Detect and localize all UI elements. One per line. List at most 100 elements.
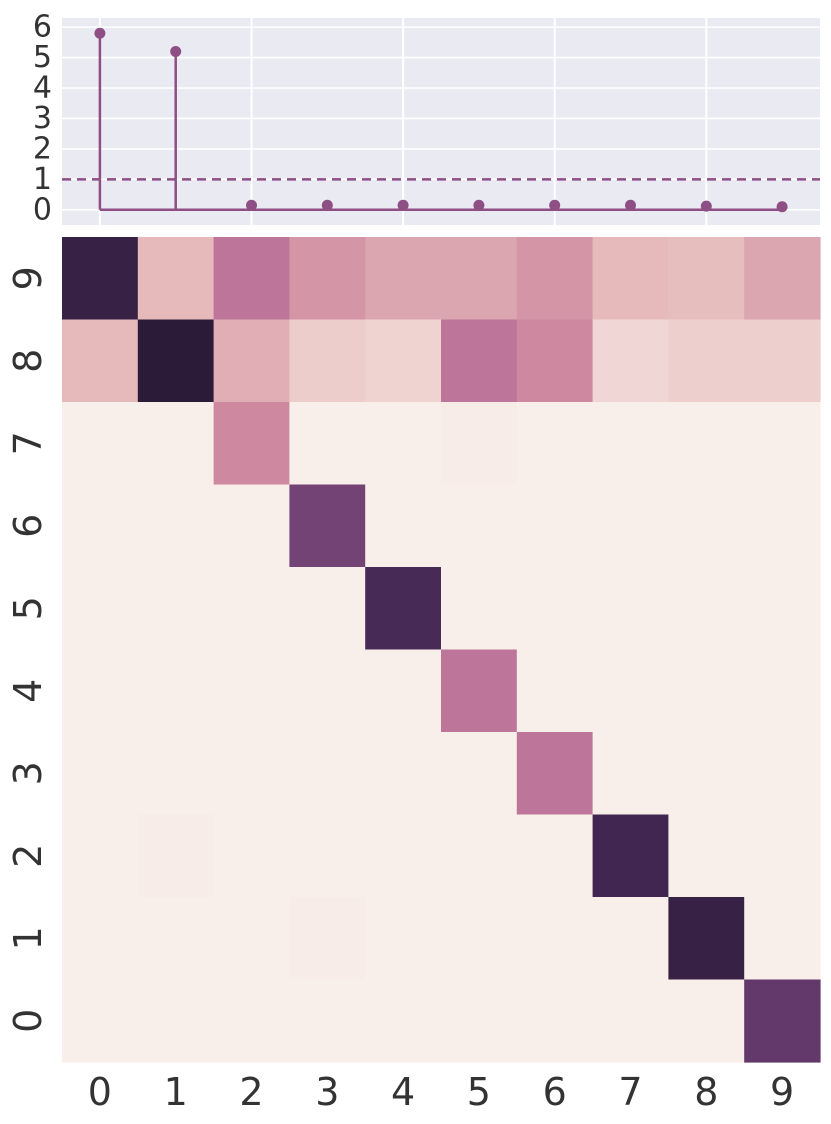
heatmap-cell <box>744 814 821 898</box>
heatmap-cell <box>289 319 366 403</box>
heatmap-ytick-label: 6 <box>6 514 50 538</box>
heatmap-xtick-label: 5 <box>467 1070 491 1114</box>
heatmap-cell <box>213 649 290 733</box>
heatmap-cell <box>289 237 366 321</box>
heatmap-cell <box>744 897 821 981</box>
heatmap-cell <box>441 319 518 403</box>
heatmap-cell <box>365 567 442 651</box>
heatmap-ytick-label: 7 <box>6 431 50 455</box>
heatmap-cell <box>365 484 442 568</box>
stem-plot-background <box>62 18 820 225</box>
heatmap-cell <box>441 649 518 733</box>
heatmap-cell <box>62 897 139 981</box>
stem-ytick-label: 2 <box>33 131 52 166</box>
heatmap-cell <box>441 732 518 816</box>
heatmap-cell <box>213 979 290 1063</box>
heatmap-ytick-label: 9 <box>6 266 50 290</box>
stem-marker <box>397 199 409 211</box>
heatmap-cell <box>62 484 139 568</box>
heatmap-cell <box>516 237 594 321</box>
heatmap-cell <box>668 897 745 981</box>
stem-marker <box>94 27 106 39</box>
heatmap-xtick-label: 0 <box>88 1070 112 1114</box>
heatmap-cell <box>516 484 594 568</box>
stem-marker <box>321 199 333 211</box>
heatmap-ytick-label: 0 <box>6 1009 50 1033</box>
heatmap-cell <box>744 732 821 816</box>
heatmap-xtick-label: 2 <box>239 1070 263 1114</box>
heatmap-cell <box>213 567 290 651</box>
heatmap-cell <box>592 897 669 981</box>
heatmap-cell <box>592 237 669 321</box>
heatmap-ytick-label: 4 <box>6 679 50 703</box>
heatmap-cell <box>592 319 669 403</box>
stem-marker <box>246 199 257 211</box>
heatmap-cell <box>441 567 518 651</box>
heatmap-cell <box>744 319 821 403</box>
heatmap-cell <box>441 979 518 1063</box>
stem-ytick-label: 4 <box>33 71 52 106</box>
heatmap-cell <box>289 484 366 568</box>
heatmap-cell <box>668 732 745 816</box>
heatmap-cell <box>62 237 139 321</box>
heatmap-cell <box>592 979 669 1063</box>
heatmap-cell <box>744 649 821 733</box>
heatmap-cell <box>213 732 290 816</box>
heatmap-cell <box>668 237 745 321</box>
heatmap-cell <box>744 402 821 486</box>
heatmap-cell <box>62 402 139 486</box>
stem-ytick-label: 0 <box>33 192 52 227</box>
heatmap-cell <box>289 732 366 816</box>
heatmap-cell <box>213 897 290 981</box>
heatmap-cell <box>289 649 366 733</box>
heatmap-cell <box>365 402 442 486</box>
heatmap-cell <box>592 567 669 651</box>
stem-marker <box>776 201 788 213</box>
heatmap-cell <box>137 484 215 568</box>
heatmap-cell <box>516 732 594 816</box>
heatmap-cell <box>365 897 442 981</box>
heatmap-cell <box>137 567 215 651</box>
heatmap-cell <box>516 979 594 1063</box>
heatmap-cell <box>516 814 594 898</box>
heatmap-cell <box>365 319 442 403</box>
heatmap-xtick-label: 3 <box>315 1070 339 1114</box>
heatmap-cell <box>62 567 139 651</box>
stem-ytick-label: 3 <box>33 101 52 136</box>
heatmap-cell <box>137 979 215 1063</box>
heatmap-cell <box>137 732 215 816</box>
heatmap-cell <box>516 567 594 651</box>
heatmap-cell <box>213 319 290 403</box>
heatmap-cell <box>62 814 139 898</box>
heatmap-cell <box>289 567 366 651</box>
heatmap-ytick-label: 2 <box>6 844 50 868</box>
heatmap-cell <box>213 402 290 486</box>
heatmap-cell <box>441 814 518 898</box>
heatmap-cell <box>137 897 215 981</box>
heatmap-cell <box>668 484 745 568</box>
stem-marker <box>549 199 561 211</box>
heatmap-cell <box>668 649 745 733</box>
heatmap-cell <box>516 649 594 733</box>
heatmap-cell <box>62 732 139 816</box>
heatmap-ytick-label: 1 <box>6 926 50 950</box>
heatmap-xtick-label: 8 <box>694 1070 718 1114</box>
heatmap-cell <box>213 814 290 898</box>
heatmap-ytick-label: 8 <box>6 349 50 373</box>
heatmap-cell <box>592 649 669 733</box>
heatmap-cell <box>137 814 215 898</box>
stem-ytick-label: 1 <box>33 162 52 197</box>
heatmap-cell <box>516 319 594 403</box>
heatmap-cell <box>592 814 669 898</box>
heatmap-cell <box>516 402 594 486</box>
heatmap-cell <box>365 814 442 898</box>
heatmap-cell <box>62 319 139 403</box>
heatmap-cell <box>744 484 821 568</box>
heatmap-xtick-label: 6 <box>543 1070 567 1114</box>
stem-marker <box>625 199 636 211</box>
heatmap: 0 1 2 3 4 5 6 7 8 9 9 8 7 6 5 4 3 2 1 0 <box>6 237 821 1114</box>
heatmap-cell <box>137 319 215 403</box>
heatmap-cell <box>516 897 594 981</box>
heatmap-cell <box>441 237 518 321</box>
